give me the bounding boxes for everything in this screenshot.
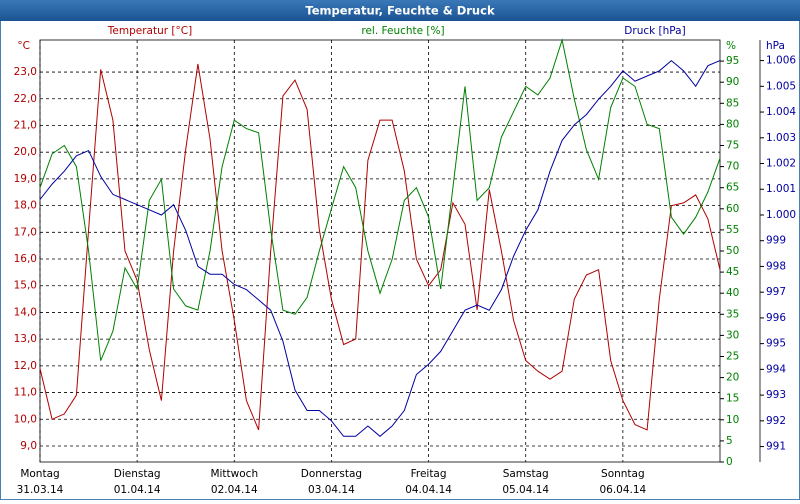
x-tick-label: Dienstag bbox=[114, 468, 161, 480]
y-tick-label: 1.004 bbox=[766, 106, 796, 118]
x-tick-label: Mittwoch bbox=[210, 468, 258, 480]
x-tick-label: Sonntag bbox=[601, 468, 645, 480]
x-tick-label: 31.03.14 bbox=[17, 484, 64, 496]
y-tick-label: 1.001 bbox=[766, 183, 796, 195]
axis-title: Druck [hPa] bbox=[624, 25, 685, 37]
y-tick-label: 85 bbox=[726, 97, 739, 109]
y-tick-label: 15 bbox=[726, 393, 739, 405]
axis-unit: hPa bbox=[766, 40, 785, 52]
x-tick-label: 02.04.14 bbox=[211, 484, 258, 496]
axis-title: rel. Feuchte [%] bbox=[361, 25, 444, 37]
y-tick-label: 70 bbox=[726, 161, 739, 173]
y-tick-label: 15,0 bbox=[14, 280, 37, 292]
x-tick-label: Montag bbox=[20, 468, 59, 480]
title-bar bbox=[0, 0, 800, 21]
y-tick-label: 17,0 bbox=[14, 226, 37, 238]
series-line bbox=[39, 59, 721, 437]
chart-title: Temperatur, Feuchte & Druck bbox=[305, 4, 495, 18]
axis-title: Temperatur [°C] bbox=[107, 25, 192, 37]
x-tick-label: 05.04.14 bbox=[502, 484, 549, 496]
y-tick-label: 25 bbox=[726, 351, 739, 363]
y-tick-label: 997 bbox=[766, 286, 786, 298]
y-tick-label: 1.002 bbox=[766, 158, 796, 170]
y-tick-label: 80 bbox=[726, 118, 739, 130]
y-tick-label: 5 bbox=[726, 435, 733, 447]
y-tick-label: 13,0 bbox=[14, 333, 37, 345]
y-tick-label: 1.000 bbox=[766, 209, 796, 221]
y-tick-label: 60 bbox=[726, 203, 739, 215]
y-tick-label: 40 bbox=[726, 287, 739, 299]
y-tick-label: 10,0 bbox=[14, 413, 37, 425]
y-tick-label: 95 bbox=[726, 55, 739, 67]
y-tick-label: 1.006 bbox=[766, 55, 796, 67]
y-tick-label: 995 bbox=[766, 338, 786, 350]
y-tick-label: 991 bbox=[766, 441, 786, 453]
axis-unit: °C bbox=[17, 40, 30, 52]
y-tick-label: 19,0 bbox=[14, 173, 37, 185]
y-tick-label: 992 bbox=[766, 415, 786, 427]
y-tick-label: 75 bbox=[726, 140, 739, 152]
series-line bbox=[39, 38, 721, 361]
y-tick-label: 21,0 bbox=[14, 119, 37, 131]
x-tick-label: 06.04.14 bbox=[599, 484, 646, 496]
y-tick-label: 45 bbox=[726, 266, 739, 278]
series-line bbox=[39, 63, 721, 431]
y-tick-label: 11,0 bbox=[14, 387, 37, 399]
y-tick-label: 1.005 bbox=[766, 80, 796, 92]
y-tick-label: 9,0 bbox=[20, 440, 37, 452]
y-tick-label: 998 bbox=[766, 260, 786, 272]
y-tick-label: 22,0 bbox=[14, 93, 37, 105]
y-tick-label: 0 bbox=[726, 456, 733, 468]
y-tick-label: 994 bbox=[766, 363, 786, 375]
x-tick-label: Donnerstag bbox=[301, 468, 362, 480]
y-tick-label: 10 bbox=[726, 414, 739, 426]
y-tick-label: 23,0 bbox=[14, 66, 37, 78]
x-tick-label: 01.04.14 bbox=[114, 484, 161, 496]
y-tick-label: 14,0 bbox=[14, 306, 37, 318]
y-tick-label: 35 bbox=[726, 308, 739, 320]
y-tick-label: 999 bbox=[766, 235, 786, 247]
y-tick-label: 50 bbox=[726, 245, 739, 257]
y-tick-label: 20,0 bbox=[14, 146, 37, 158]
y-tick-label: 1.003 bbox=[766, 132, 796, 144]
y-tick-label: 20 bbox=[726, 372, 739, 384]
x-tick-label: Samstag bbox=[503, 468, 549, 480]
x-tick-label: 03.04.14 bbox=[308, 484, 355, 496]
y-tick-label: 65 bbox=[726, 182, 739, 194]
y-tick-label: 18,0 bbox=[14, 200, 37, 212]
y-tick-label: 55 bbox=[726, 224, 739, 236]
axis-unit: % bbox=[726, 40, 736, 52]
y-tick-label: 996 bbox=[766, 312, 786, 324]
y-tick-label: 16,0 bbox=[14, 253, 37, 265]
y-tick-label: 993 bbox=[766, 389, 786, 401]
y-tick-label: 90 bbox=[726, 76, 739, 88]
x-tick-label: 04.04.14 bbox=[405, 484, 452, 496]
x-tick-label: Freitag bbox=[411, 468, 447, 480]
y-tick-label: 30 bbox=[726, 329, 739, 341]
y-tick-label: 12,0 bbox=[14, 360, 37, 372]
